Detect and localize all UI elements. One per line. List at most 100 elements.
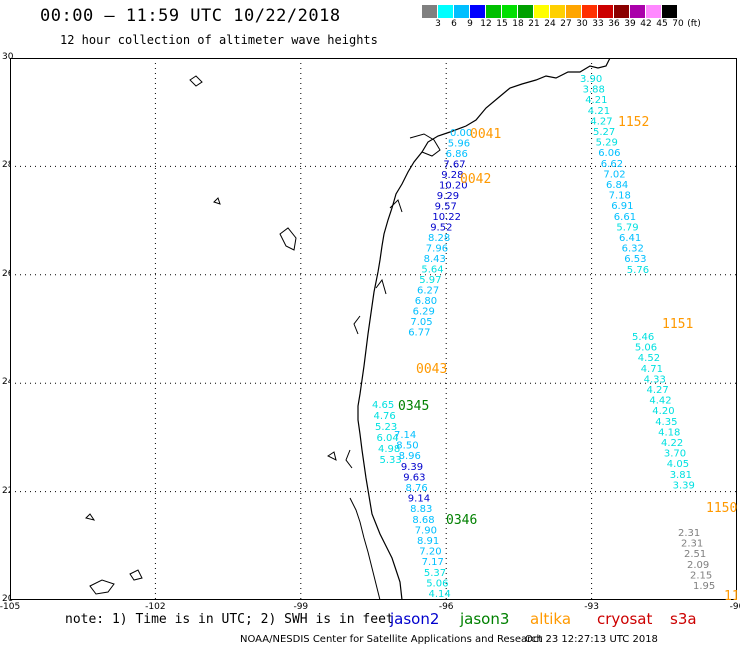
- wave-height-value: 3.90: [580, 74, 602, 85]
- wave-height-value: 5.33: [380, 455, 402, 466]
- longitude-label: -93: [584, 602, 599, 612]
- wave-height-value: 6.91: [611, 201, 633, 212]
- wave-height-value: 4.33: [644, 374, 666, 385]
- wave-height-value: 9.29: [437, 191, 459, 202]
- color-scale-labels: 3 6 9 12 15 18 21 24 27 30 33 36 39 42 45 70 (ft): [422, 18, 701, 32]
- color-scale-label: 21: [528, 19, 540, 29]
- map-frame: [10, 58, 737, 600]
- wave-height-value: 5.27: [593, 127, 615, 138]
- color-scale-swatch: [646, 5, 662, 18]
- wave-height-value: 8.68: [412, 515, 434, 526]
- wave-height-value: 2.09: [687, 560, 709, 571]
- color-scale-label: 33: [592, 19, 604, 29]
- wave-height-value: 5.37: [424, 568, 446, 579]
- wave-height-value: 5.23: [375, 422, 397, 433]
- color-scale-swatch: [454, 5, 470, 18]
- wave-height-value: 1.95: [693, 581, 715, 592]
- wave-height-value: 4.18: [658, 427, 680, 438]
- color-scale-swatches: [422, 5, 678, 18]
- wave-height-value: 2.31: [681, 539, 703, 550]
- wave-height-value: 4.27: [647, 385, 669, 396]
- color-scale-swatch: [486, 5, 502, 18]
- latitude-label: 20: [2, 594, 14, 604]
- latitude-label: 22: [2, 485, 14, 496]
- color-scale-label: 6: [451, 19, 457, 29]
- wave-height-value: 10.22: [432, 212, 461, 223]
- wave-height-value: 6.06: [598, 148, 620, 159]
- wave-height-value: 6.86: [446, 149, 468, 160]
- wave-height-value: 4.14: [429, 589, 451, 600]
- wave-height-value: 9.57: [435, 202, 457, 213]
- wave-height-value: 5.64: [421, 265, 443, 276]
- wave-height-value: 6.77: [408, 328, 430, 339]
- pass-time-label: 0041: [470, 127, 501, 142]
- color-scale-swatch: [422, 5, 438, 18]
- footer-timestamp: Oct 23 12:27:13 UTC 2018: [525, 634, 658, 645]
- wave-height-value: 5.06: [426, 578, 448, 589]
- wave-height-value: 8.28: [428, 233, 450, 244]
- wave-height-value: 3.70: [664, 449, 686, 460]
- wave-height-value: 6.32: [622, 244, 644, 255]
- color-scale-swatch: [534, 5, 550, 18]
- wave-height-value: 3.88: [583, 85, 605, 96]
- pass-time-label: 11: [724, 589, 737, 600]
- wave-height-value: 8.50: [396, 441, 418, 452]
- color-scale-label: 12: [480, 19, 492, 29]
- wave-height-value: 5.96: [448, 139, 470, 150]
- color-scale-label: 3: [435, 19, 441, 29]
- wave-height-value: 7.90: [415, 525, 437, 536]
- color-scale-label: 39: [624, 19, 636, 29]
- inland-bay-outline: [345, 133, 441, 469]
- latitude-label: 26: [2, 268, 14, 279]
- wave-height-value: 4.52: [638, 353, 660, 364]
- wave-height-value: 9.28: [441, 170, 463, 181]
- wave-height-value: 8.96: [399, 451, 421, 462]
- wave-height-value: 4.76: [374, 411, 396, 422]
- color-scale-swatch: [438, 5, 454, 18]
- color-scale-label: 70: [672, 19, 684, 29]
- wave-height-value: 6.80: [415, 296, 437, 307]
- wave-height-value: 5.76: [627, 265, 649, 276]
- wave-height-value: 7.18: [609, 191, 631, 202]
- footer-credit: NOAA/NESDIS Center for Satellite Applica…: [240, 634, 543, 645]
- satellite-legend-item: cryosat: [597, 610, 653, 628]
- wave-height-value: 6.62: [601, 159, 623, 170]
- wave-height-value: 7.67: [443, 160, 465, 171]
- wave-height-value: 9.63: [403, 472, 425, 483]
- pass-time-label: 0042: [460, 172, 491, 187]
- pass-time-label: 0043: [416, 362, 447, 377]
- longitude-label: -96: [438, 602, 454, 612]
- color-scale-swatch: [470, 5, 486, 18]
- wave-height-labels: 0.005.966.867.679.2810.209.299.5710.229.…: [372, 74, 737, 600]
- wave-height-value: 5.97: [419, 275, 441, 286]
- wave-height-value: 8.83: [410, 504, 432, 515]
- wave-height-value: 9.14: [408, 494, 430, 505]
- satellite-legend-item: jason3: [460, 610, 510, 628]
- color-scale-label: 24: [544, 19, 556, 29]
- color-scale-label: 9: [467, 19, 473, 29]
- wave-height-value: 2.15: [690, 570, 712, 581]
- mexico-coast-segment: [349, 497, 381, 600]
- wave-height-value: 10.20: [439, 181, 468, 192]
- longitude-label: -99: [293, 602, 309, 612]
- wave-height-value: 4.22: [661, 438, 683, 449]
- wave-height-value: 9.52: [430, 223, 452, 234]
- wave-height-value: 6.53: [624, 254, 646, 265]
- map-subtitle: 12 hour collection of altimeter wave hei…: [60, 33, 378, 47]
- wave-height-value: 5.79: [616, 222, 638, 233]
- footer-note: note: 1) Time is in UTC; 2) SWH is in fe…: [65, 612, 394, 627]
- wave-height-value: 4.35: [655, 417, 677, 428]
- wave-height-value: 6.41: [619, 233, 641, 244]
- color-scale-swatch: [502, 5, 518, 18]
- texas-louisiana-coastline: [357, 58, 611, 600]
- longitude-label: -90: [729, 602, 740, 612]
- wave-height-value: 2.51: [684, 549, 706, 560]
- color-scale-swatch: [662, 5, 678, 18]
- wave-height-value: 4.21: [588, 106, 610, 117]
- latitude-label: 30: [2, 52, 14, 62]
- wave-height-value: 7.02: [603, 169, 625, 180]
- pass-time-label: 0346: [446, 513, 477, 528]
- wave-height-value: 8.91: [417, 536, 439, 547]
- wave-height-value: 7.14: [394, 430, 416, 441]
- color-scale-swatch: [550, 5, 566, 18]
